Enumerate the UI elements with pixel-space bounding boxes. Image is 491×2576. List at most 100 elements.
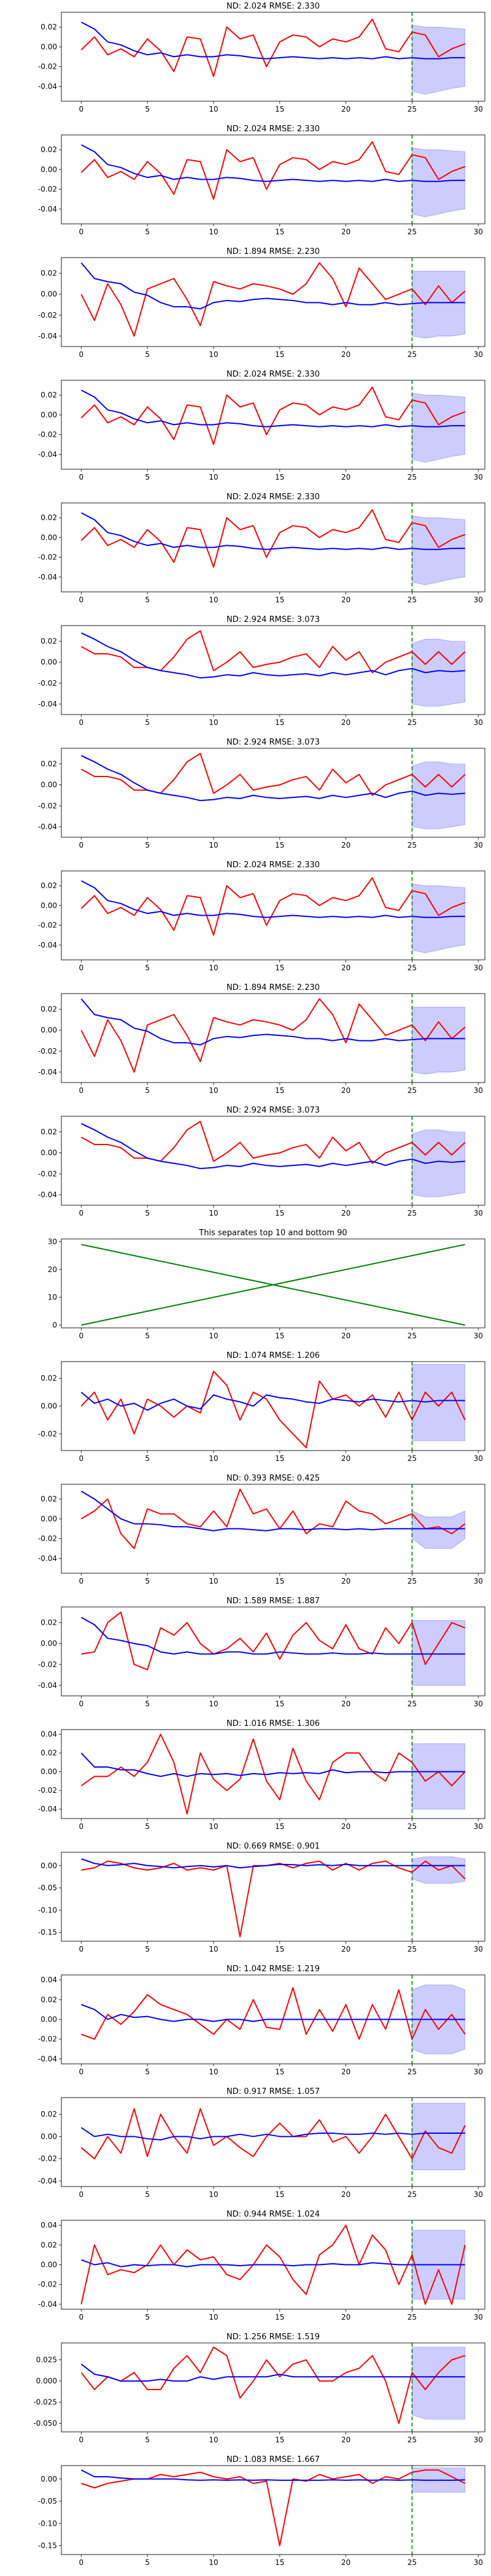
subplot-title: ND: 2.024 RMSE: 2.330 [226,861,320,870]
subplot-title: ND: 2.924 RMSE: 3.073 [226,615,320,624]
x-tick-label: 0 [79,350,84,359]
x-tick-label: 10 [209,841,218,849]
axes-frame [61,12,485,102]
x-tick-label: 25 [408,350,417,359]
x-tick-label: 5 [145,2436,150,2444]
subplot-title: ND: 0.917 RMSE: 1.057 [226,2087,320,2096]
x-tick-label: 25 [408,228,417,236]
x-tick-label: 10 [209,2436,218,2444]
y-tick-label: -0.10 [38,2519,57,2528]
x-tick-label: 5 [145,1332,150,1340]
x-tick-label: 25 [408,1822,417,1831]
x-tick-label: 30 [474,1332,483,1340]
x-tick-label: 5 [145,228,150,236]
y-tick-label: -0.04 [38,700,57,708]
x-tick-label: 30 [474,1086,483,1095]
prediction-interval-band [412,515,466,586]
series-line-1 [80,755,465,802]
x-tick-label: 10 [209,1822,218,1831]
y-tick-label: -0.02 [38,1535,57,1543]
x-tick-label: 0 [79,1332,84,1340]
prediction-interval-band [412,638,466,707]
plot-area [80,1607,466,1696]
y-tick-label: 0.00 [41,42,57,51]
y-tick-label: -0.02 [38,553,57,562]
y-tick-label: 0.02 [41,881,57,890]
y-tick-label: -0.04 [38,1805,57,1814]
x-tick-label: 0 [79,596,84,604]
x-tick-label: 20 [341,718,350,727]
plot-area [80,380,466,469]
x-tick-label: 15 [275,2190,284,2199]
plot-area [80,12,466,101]
x-tick-label: 5 [145,1700,150,1708]
prediction-interval-band [412,1743,466,1810]
x-tick-label: 20 [341,596,350,604]
y-tick-label: 0.02 [41,2241,57,2249]
x-tick-label: 0 [79,1822,84,1831]
x-tick-label: 5 [145,718,150,727]
y-tick-label: 0.00 [41,1861,57,1870]
series-line-1 [80,144,465,182]
y-tick-label: -0.04 [38,822,57,831]
axes-frame [61,1606,485,1696]
plot-area [80,1116,466,1205]
x-tick-label: 10 [209,1209,218,1217]
x-tick-label: 20 [341,473,350,481]
subplot-11: ND: 1.074 RMSE: 1.206 0 5 10 15 20 25 30 -0.02 0.… [38,1351,485,1463]
x-tick-label: 30 [474,2068,483,2076]
x-tick-label: 10 [209,1577,218,1585]
y-tick-label: 0.00 [41,658,57,667]
series-line-1 [80,1392,465,1411]
x-tick-label: 20 [341,1700,350,1708]
x-tick-label: 5 [145,1822,150,1831]
x-tick-label: 30 [474,2436,483,2444]
y-tick-label: -0.05 [38,2497,57,2505]
x-tick-label: 20 [341,1577,350,1585]
series-line-1 [80,880,465,918]
x-tick-label: 15 [275,1332,284,1340]
y-tick-label: -0.04 [38,2177,57,2185]
prediction-interval-band [412,25,466,95]
series-line-0 [80,509,466,568]
x-tick-label: 0 [79,1945,84,1953]
x-tick-label: 15 [275,350,284,359]
x-tick-label: 5 [145,1945,150,1953]
axes-frame [61,502,485,592]
x-tick-label: 0 [79,2068,84,2076]
x-tick-label: 5 [145,964,150,972]
prediction-interval-band [412,2103,466,2171]
x-tick-label: 25 [408,1577,417,1585]
x-tick-label: 25 [408,2068,417,2076]
x-tick-label: 25 [408,1086,417,1095]
x-tick-label: 5 [145,841,150,849]
subplot-title: ND: 1.083 RMSE: 1.667 [226,2455,320,2464]
x-tick-label: 0 [79,718,84,727]
y-tick-label: 0.02 [41,391,57,399]
prediction-interval-band [412,1129,466,1197]
prediction-interval-band [412,270,466,339]
subplot-16: ND: 1.042 RMSE: 1.219 0 5 10 15 20 25 30 -0.04 -0… [38,1965,485,2076]
series-line-1 [80,2127,465,2141]
x-tick-label: 30 [474,596,483,604]
x-tick-label: 0 [79,2436,84,2444]
x-tick-label: 15 [275,2068,284,2076]
x-tick-label: 25 [408,1209,417,1217]
x-tick-label: 5 [145,2068,150,2076]
subplot-title: ND: 2.024 RMSE: 2.330 [226,125,320,134]
y-tick-label: -0.15 [38,2542,57,2550]
x-tick-label: 20 [341,1086,350,1095]
x-tick-label: 15 [275,1209,284,1217]
series-line-1 [80,2363,465,2382]
x-tick-label: 5 [145,1577,150,1585]
axes-frame [61,257,485,347]
y-tick-label: 0.00 [41,1768,57,1776]
y-tick-label: 0.02 [41,23,57,31]
y-tick-label: 0.02 [41,269,57,278]
series-line-1 [80,632,465,679]
x-tick-label: 20 [341,1332,350,1340]
axes-frame [61,1238,485,1328]
y-tick-label: 0.02 [41,637,57,646]
y-tick-label: -0.02 [38,1047,57,1056]
plot-area [80,871,466,960]
